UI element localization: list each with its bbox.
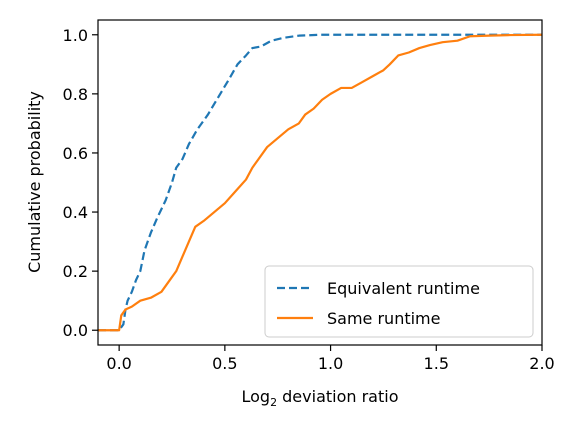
x-axis-ticks: 0.0 0.5 1.0 1.5 2.0 bbox=[106, 345, 555, 373]
series-line-same-runtime bbox=[98, 33, 543, 332]
legend-label-same-runtime: Same runtime bbox=[327, 309, 440, 328]
legend-label-equivalent-runtime: Equivalent runtime bbox=[327, 279, 480, 298]
series-layer bbox=[98, 33, 543, 332]
y-axis-label: Cumulative probability bbox=[25, 91, 44, 273]
y-tick-label: 0.8 bbox=[63, 85, 88, 104]
series-line-equivalent-runtime bbox=[98, 33, 542, 332]
y-axis-ticks: 0.0 0.2 0.4 0.6 0.8 1.0 bbox=[63, 26, 98, 340]
x-axis-label-rest: deviation ratio bbox=[277, 387, 398, 406]
axes-frame bbox=[97, 19, 543, 346]
y-tick-label: 0.2 bbox=[63, 262, 88, 281]
y-tick-label: 1.0 bbox=[63, 26, 88, 45]
y-tick-label: 0.4 bbox=[63, 203, 88, 222]
x-tick-label: 1.0 bbox=[318, 354, 343, 373]
legend: Equivalent runtime Same runtime bbox=[264, 265, 534, 338]
x-tick-label: 0.0 bbox=[106, 354, 131, 373]
x-tick-label: 1.5 bbox=[424, 354, 449, 373]
x-axis-label-main: Log bbox=[241, 387, 270, 406]
x-tick-label: 0.5 bbox=[212, 354, 237, 373]
legend-box bbox=[264, 265, 534, 338]
y-tick-label: 0.0 bbox=[63, 321, 88, 340]
x-axis-label: Log2 deviation ratio bbox=[241, 387, 398, 409]
y-tick-label: 0.6 bbox=[63, 144, 88, 163]
x-tick-label: 2.0 bbox=[529, 354, 554, 373]
x-axis-label-subscript: 2 bbox=[270, 396, 277, 409]
